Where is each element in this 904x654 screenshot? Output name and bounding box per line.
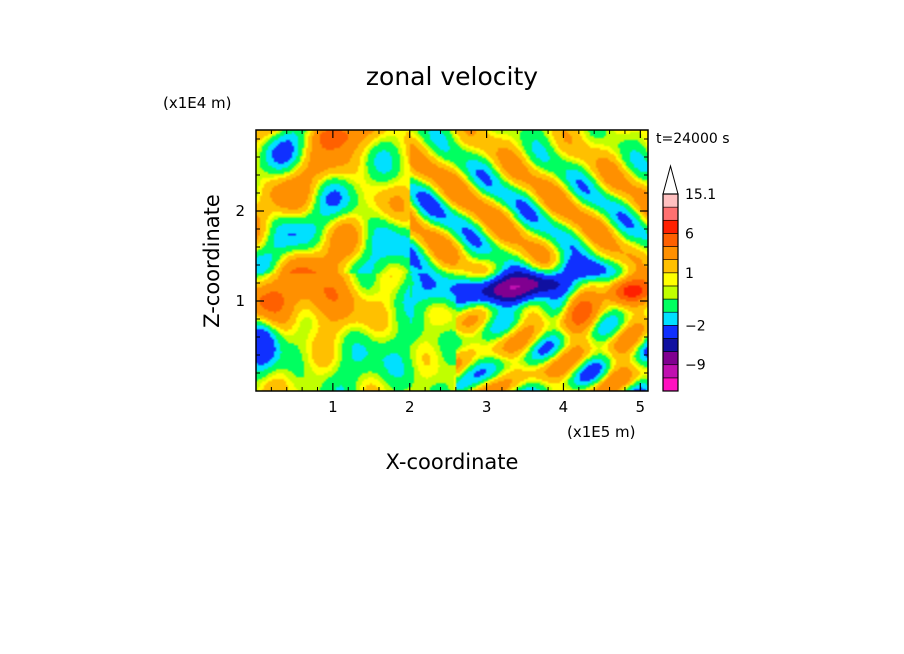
x-unit-label: (x1E5 m) xyxy=(567,423,636,441)
colorbar-label: 15.1 xyxy=(685,187,716,203)
colorbar-band xyxy=(662,338,679,352)
y-tick-label: 1 xyxy=(235,292,245,310)
x-tick-label: 2 xyxy=(405,398,415,416)
colorbar-band xyxy=(662,377,679,392)
colorbar-band xyxy=(662,364,679,379)
colorbar-band xyxy=(662,298,679,313)
colorbar-band xyxy=(662,233,679,247)
colorbar-label: −9 xyxy=(685,358,706,374)
colorbar-band xyxy=(662,272,679,287)
colorbar-band xyxy=(662,285,679,300)
x-tick-label: 4 xyxy=(559,398,569,416)
colorbar-label: 6 xyxy=(685,226,694,242)
colorbar-band xyxy=(662,219,679,234)
colorbar: 15.1 6 1 −2 −9 xyxy=(662,164,716,392)
time-label: t=24000 s xyxy=(656,131,730,147)
colorbar-label: 1 xyxy=(685,266,694,282)
colorbar-extend-arrow xyxy=(662,164,679,195)
colorbar-band xyxy=(662,351,679,366)
x-tick-label: 3 xyxy=(482,398,492,416)
y-unit-label: (x1E4 m) xyxy=(163,94,232,112)
x-tick-label: 1 xyxy=(328,398,338,416)
y-axis-label: Z-coordinate xyxy=(200,194,224,328)
velocity-field xyxy=(256,130,648,391)
colorbar-band xyxy=(662,193,679,208)
colorbar-band xyxy=(662,246,679,260)
plot-frame xyxy=(255,129,649,392)
colorbar-band xyxy=(662,325,679,339)
y-tick-label: 2 xyxy=(235,202,245,220)
x-tick-label: 5 xyxy=(636,398,646,416)
colorbar-frame xyxy=(662,193,679,392)
axes: 1 2 3 4 5 1 2 xyxy=(235,130,648,416)
colorbar-band xyxy=(662,206,679,221)
velocity-contour-fill xyxy=(256,130,648,391)
x-axis-label: X-coordinate xyxy=(386,450,519,474)
colorbar-band xyxy=(662,259,679,274)
chart-title: zonal velocity xyxy=(366,62,538,91)
colorbar-band xyxy=(662,311,679,326)
colorbar-label: −2 xyxy=(685,318,706,334)
